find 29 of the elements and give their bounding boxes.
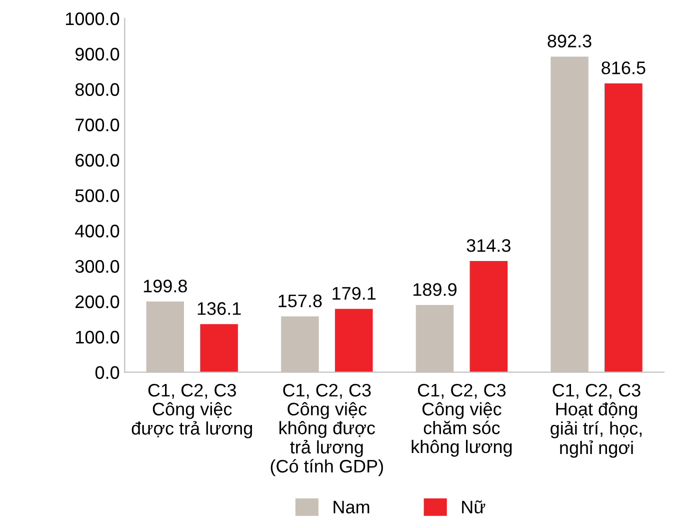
- data-label: 816.5: [602, 61, 646, 74]
- data-label: 199.8: [144, 280, 187, 292]
- y-tick-label: 800.0: [75, 83, 120, 96]
- bar: [200, 324, 238, 372]
- y-tick-label: 1000.0: [66, 12, 120, 26]
- data-label: 189.9: [414, 283, 456, 296]
- y-tick-label: 900.0: [75, 48, 120, 61]
- legend-label: Nam: [334, 500, 370, 514]
- y-tick-label: 500.0: [75, 189, 120, 202]
- data-label: 157.8: [278, 294, 322, 308]
- x-tick-label: C1, C2, C3 Công việc được trả lương: [132, 384, 252, 438]
- bar: [470, 261, 508, 372]
- x-tick-label: C1, C2, C3 Hoạt động giải trí, học, nghỉ ngơi: [550, 384, 642, 458]
- y-tick-label: 100.0: [76, 330, 120, 344]
- y-tick-label: 700.0: [76, 118, 120, 132]
- bar: [604, 83, 642, 372]
- legend-label: Nữ: [462, 500, 486, 514]
- x-tick-label: C1, C2, C3 Công việc không được trả lương (Có tính GDP): [270, 384, 383, 476]
- bar: [334, 308, 373, 372]
- y-tick-label: 200.0: [76, 295, 120, 308]
- x-tick-label: C1, C2, C3 Công việc chăm sóc không lương: [412, 384, 512, 457]
- data-label: 314.3: [466, 239, 510, 252]
- y-tick-label: 400.0: [75, 224, 120, 238]
- data-label: 892.3: [548, 34, 592, 48]
- y-tick-label: 0.0: [95, 366, 120, 379]
- y-tick-label: 600.0: [76, 154, 120, 167]
- y-tick-label: 300.0: [75, 260, 120, 273]
- data-label: 179.1: [332, 286, 376, 300]
- data-label: 136.1: [198, 302, 241, 315]
